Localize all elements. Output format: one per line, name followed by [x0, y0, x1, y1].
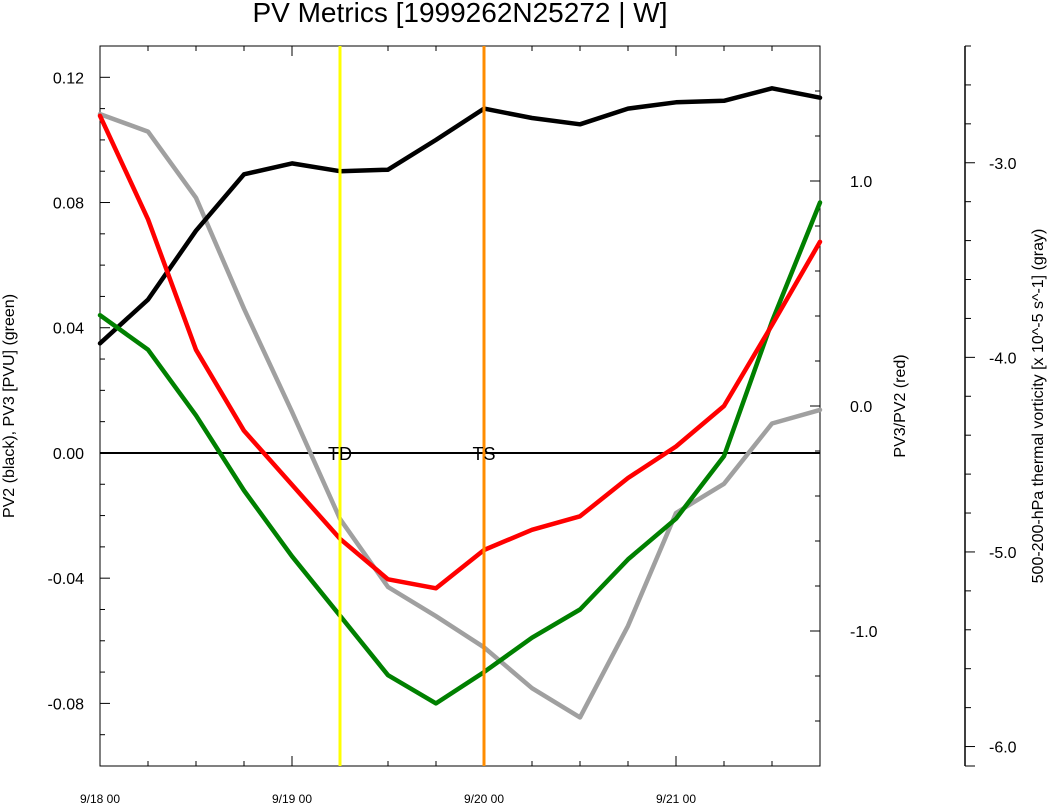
right-axis-2-tick-label: -3.0: [989, 156, 1017, 173]
axes-layer: [99, 45, 975, 767]
right-axis-2-tick-label: -5.0: [989, 545, 1017, 562]
event-label-td: TD: [328, 444, 352, 464]
x-axis-tick-label: 9/18 00: [80, 792, 120, 805]
left-axis-tick-label: 0.12: [53, 70, 84, 87]
right-axis-tick-label: 0.0: [850, 399, 872, 416]
left-axis-tick-label: -0.08: [48, 696, 85, 713]
right-axis-2-title: 500-200-hPa thermal vorticity [x 10^-5 s…: [1030, 229, 1047, 584]
left-axis-tick-label: -0.04: [48, 571, 85, 588]
series-line-pv3: [97, 200, 823, 706]
x-axis-tick-label: 9/21 00: [656, 792, 696, 805]
right-axis-tick-label: -1.0: [850, 624, 878, 641]
plot-frame: [99, 45, 821, 767]
x-axis-tick-label: 9/20 00: [464, 792, 504, 805]
chart-title: PV Metrics [1999262N25272 | W]: [252, 0, 667, 28]
vertical-lines-layer: [338, 46, 486, 766]
event-label-ts: TS: [472, 444, 495, 464]
series-line-pv2: [97, 86, 823, 346]
left-axis-title: PV2 (black), PV3 [PVU] (green): [1, 294, 18, 518]
series-line-pv3-pv2: [97, 113, 823, 591]
left-axis-tick-label: 0.08: [53, 196, 84, 213]
x-axis-tick-label: 9/19 00: [272, 792, 312, 805]
right-axis-2-tick-label: -4.0: [989, 350, 1017, 367]
series-line-500-200-hpa-thermal-vorticity: [97, 111, 823, 720]
left-axis-tick-label: 0.04: [53, 321, 84, 338]
left-axis-tick-label: 0.00: [53, 446, 84, 463]
labels-layer: -0.08 -0.04 0.00 0.04 0.08 0.12 -1.0 0.0 1.0 9/18…: [1, 70, 1047, 805]
right-axis-tick-label: 1.0: [850, 174, 872, 191]
right-axis-title: PV3/PV2 (red): [892, 354, 909, 457]
right-axis-2-tick-label: -6.0: [989, 740, 1017, 757]
series-layer: [97, 86, 823, 720]
